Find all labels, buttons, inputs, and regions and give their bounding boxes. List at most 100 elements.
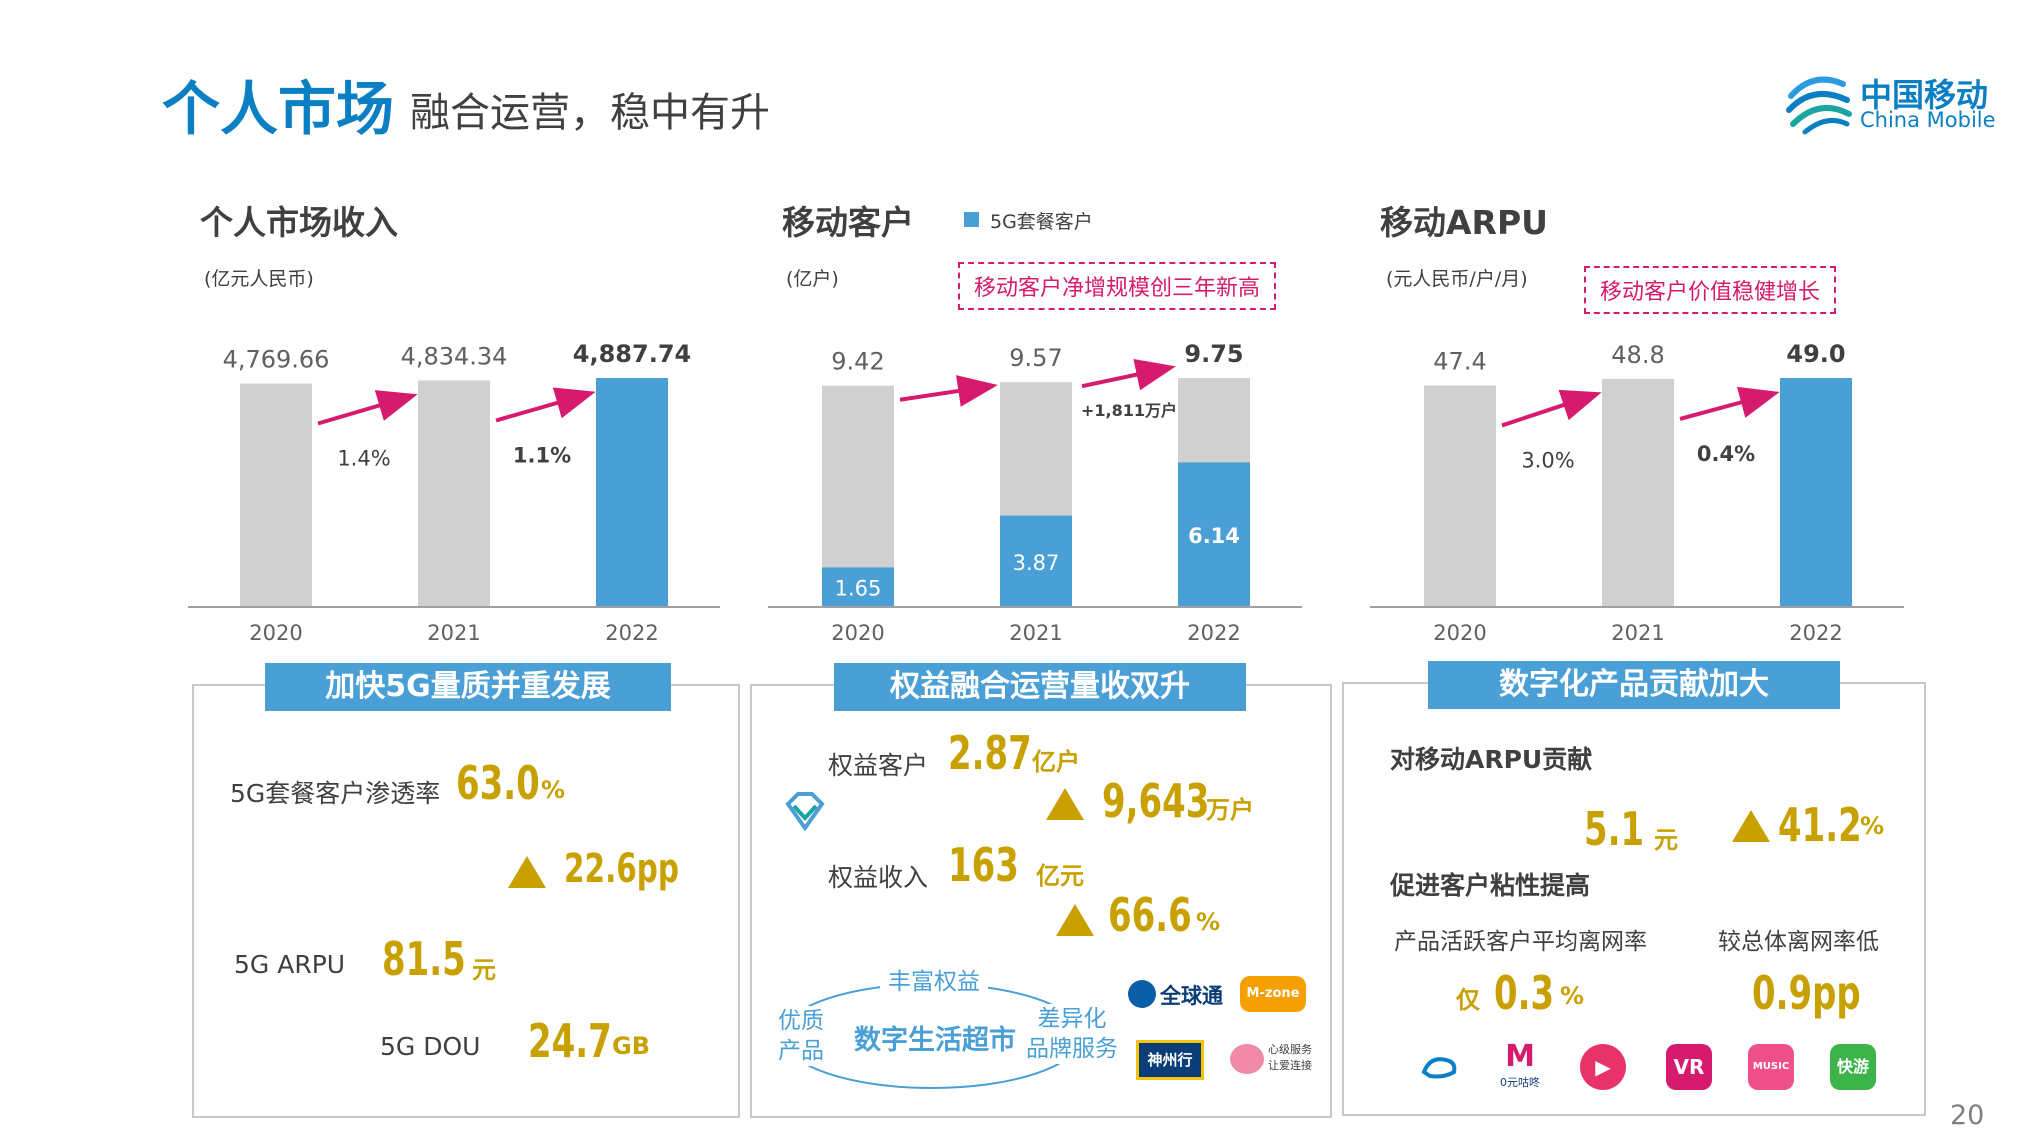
growth-arrow-icon	[1679, 386, 1780, 421]
5g-arpu-unit: 元	[472, 956, 496, 984]
rights-revenue-unit: 亿元	[1036, 862, 1084, 890]
rights-customers-label: 权益客户	[828, 751, 929, 780]
rights-revenue-increase-unit: %	[1196, 908, 1221, 936]
5g-arpu-value: 81.5	[382, 932, 466, 986]
logo-text-en: China Mobile	[1860, 108, 1996, 132]
chart2-unit: (亿户)	[786, 268, 839, 290]
szx-logo-icon: 神州行	[1136, 1040, 1204, 1080]
chart1-bar	[418, 380, 490, 606]
diagram-right-line2: 品牌服务	[1026, 1036, 1118, 1062]
5g-penetration-unit: %	[541, 776, 566, 804]
chart2-title: 移动客户	[782, 203, 914, 242]
music-app-icon: MUSIC	[1748, 1044, 1794, 1090]
rights-revenue-increase: 66.6	[1108, 888, 1192, 942]
rights-customers-value: 2.87	[948, 726, 1032, 780]
mzone-logo-icon: M-zone	[1240, 976, 1306, 1012]
rights-revenue-value: 163	[948, 838, 1019, 892]
chart1-tick-label: 2020	[249, 621, 302, 645]
chart3-unit: (元人民币/户/月)	[1386, 268, 1528, 290]
chart1-tick-label: 2021	[427, 621, 480, 645]
chart3-bar	[1780, 378, 1852, 606]
chart2-5g-bar	[822, 567, 894, 606]
churn-value: 0.3	[1494, 966, 1555, 1020]
5g-dou-label: 5G DOU	[380, 1032, 481, 1061]
chart2-total-value-label: 9.75	[1184, 340, 1243, 368]
arpu-contribution-increase: 41.2	[1778, 798, 1862, 852]
5g-arpu-label: 5G ARPU	[234, 950, 346, 979]
up-triangle-icon	[1056, 904, 1094, 936]
qqt-logo-text: 全球通	[1160, 984, 1223, 1008]
legend-5g-swatch	[964, 212, 979, 227]
rights-customers-increase-unit: 万户	[1206, 796, 1254, 824]
chart2-annotation: +1,811万户	[1081, 401, 1177, 420]
rights-customers-unit: 亿户	[1032, 748, 1080, 776]
5g-penetration-label: 5G套餐客户渗透率	[230, 779, 441, 808]
chart1-growth-label: 1.4%	[337, 447, 390, 471]
up-triangle-icon	[1046, 788, 1084, 820]
chart3-tick-label: 2021	[1611, 621, 1664, 645]
arpu-contribution-increase-unit: %	[1860, 812, 1885, 840]
5g-dou-unit: GB	[612, 1032, 650, 1060]
arpu-contribution-unit: 元	[1654, 826, 1678, 854]
chart3-value-label: 49.0	[1786, 340, 1845, 368]
chart3-growth-label: 0.4%	[1697, 442, 1755, 466]
arpu-contribution-heading: 对移动ARPU贡献	[1390, 745, 1593, 774]
service-logo-line1: 心级服务	[1268, 1043, 1312, 1056]
panel-5g-title: 加快5G量质并重发展	[265, 663, 671, 711]
chart2-total-value-label: 9.57	[1009, 344, 1062, 372]
chart3-tick-label: 2020	[1433, 621, 1486, 645]
migu-app-icon: M 0元咕咚	[1490, 1040, 1550, 1096]
chart2-tick-label: 2020	[831, 621, 884, 645]
panel-rights-title: 权益融合运营量收双升	[834, 663, 1246, 711]
chart3-value-label: 48.8	[1611, 341, 1664, 369]
service-logo-text: 心级服务 让爱连接	[1268, 1042, 1312, 1074]
diagram-left-line2: 产品	[778, 1038, 824, 1064]
diagram-center-label: 数字生活超市	[854, 1025, 1016, 1056]
up-triangle-icon	[508, 856, 546, 888]
qqt-logo-icon	[1128, 980, 1156, 1008]
chart2-5g-value-label: 1.65	[835, 577, 882, 601]
churn-label: 产品活跃客户平均离网率	[1394, 929, 1647, 955]
chart3-callout: 移动客户价值稳健增长	[1584, 266, 1837, 314]
chart1-value-label: 4,834.34	[401, 342, 508, 370]
page-title: 个人市场	[162, 75, 395, 143]
diagram-right-label: 差异化 品牌服务	[1026, 1004, 1118, 1064]
chart1-bar	[240, 383, 312, 606]
legend-5g-label: 5G套餐客户	[990, 211, 1093, 233]
diagram-top-label: 丰富权益	[880, 962, 988, 996]
cloud-app-icon	[1416, 1044, 1462, 1090]
churn-prefix: 仅	[1456, 986, 1480, 1014]
chart2-callout: 移动客户净增规模创三年新高	[958, 262, 1277, 310]
vr-app-icon: VR	[1666, 1044, 1712, 1090]
arpu-contribution-value: 5.1	[1584, 802, 1645, 856]
5g-penetration-value: 63.0	[456, 756, 540, 810]
5g-dou-value: 24.7	[528, 1014, 612, 1068]
growth-arrow-icon	[1501, 389, 1602, 428]
chart2-tick-label: 2022	[1187, 621, 1240, 645]
panel-5g	[192, 684, 740, 1118]
chart2-5g-value-label: 6.14	[1188, 524, 1240, 548]
chart2-5g-bar	[1000, 515, 1072, 606]
game-app-icon: 快游	[1830, 1044, 1876, 1090]
diagram-left-line1: 优质	[778, 1008, 824, 1034]
diamond-icon	[785, 792, 825, 832]
chart2-total-value-label: 9.42	[831, 348, 884, 376]
page-number: 20	[1950, 1100, 1985, 1131]
panel-digital-title: 数字化产品贡献加大	[1428, 661, 1840, 709]
migu-app-label: 0元咕咚	[1500, 1076, 1540, 1089]
churn-unit: %	[1560, 982, 1585, 1010]
chart3-title: 移动ARPU	[1380, 203, 1548, 242]
chart3-growth-label: 3.0%	[1521, 448, 1574, 472]
chart1-bar	[596, 378, 668, 606]
chart2-tick-label: 2021	[1009, 621, 1062, 645]
chart1-growth-label: 1.1%	[513, 443, 571, 467]
growth-arrow-icon	[495, 387, 596, 423]
chart3-bar	[1424, 385, 1496, 606]
chart2-5g-value-label: 3.87	[1013, 551, 1060, 575]
chart1-value-label: 4,887.74	[573, 340, 691, 368]
video-app-icon: ▶	[1580, 1044, 1626, 1090]
chart1-title: 个人市场收入	[200, 203, 398, 242]
page-subtitle: 融合运营，稳中有升	[410, 90, 770, 136]
logo-text-cn: 中国移动	[1860, 76, 1989, 114]
china-mobile-logo-icon	[1786, 76, 1852, 135]
